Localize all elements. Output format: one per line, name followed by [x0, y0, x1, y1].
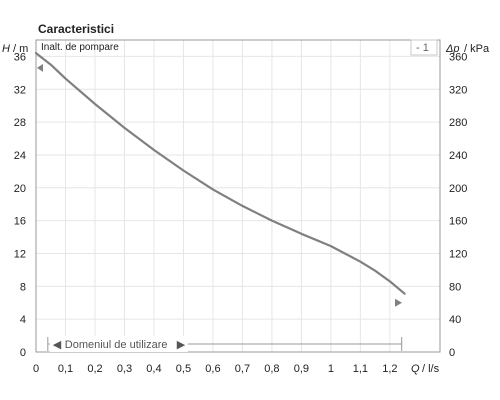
curve-markers: [37, 63, 402, 307]
left-axis-tick-label: 28: [14, 117, 26, 129]
bottom-axis-tick-label: 0,1: [58, 363, 73, 375]
curve-selector-label[interactable]: - 1: [416, 42, 429, 54]
bottom-axis-tick-label: 0,9: [294, 363, 309, 375]
left-axis-tick-label: 4: [20, 314, 26, 326]
right-axis-tick-label: 0: [449, 347, 455, 359]
right-marker-arrow: [395, 298, 402, 307]
grid-lines: [35, 40, 440, 353]
chart-title: Caracteristici: [38, 22, 114, 36]
right-axis-symbol: Δp: [445, 43, 460, 55]
bottom-axis-title: Q / l/s: [411, 363, 440, 375]
left-axis-unit: / m: [13, 43, 28, 55]
right-axis-tick-label: 120: [449, 248, 467, 260]
right-axis-tick-label: 240: [449, 150, 467, 162]
bottom-axis-tick-label: 0,3: [117, 363, 132, 375]
curve-selector-box[interactable]: [410, 39, 438, 56]
left-axis-tick-label: 20: [14, 183, 26, 195]
bottom-axis-tick-label: 0,8: [264, 363, 279, 375]
right-axis-unit: / kPa: [464, 43, 490, 55]
left-axis-tick-label: 12: [14, 248, 26, 260]
right-axis-tick-label: 80: [449, 281, 461, 293]
curve-line-1: [34, 51, 406, 295]
bottom-axis-tick-label: 1,2: [382, 363, 397, 375]
left-axis-tick-label: 32: [14, 84, 26, 96]
bottom-axis-tick-label: 1,1: [353, 363, 368, 375]
right-axis-tick-label: 280: [449, 117, 467, 129]
bottom-axis-unit: / l/s: [422, 363, 440, 375]
left-axis-ticks: 0 4 8 12 16 20 24 28 32 36: [14, 51, 26, 359]
left-axis-tick-label: 0: [20, 347, 26, 359]
left-axis-tick-label: 16: [14, 216, 26, 228]
bottom-axis-tick-label: 0,2: [87, 363, 102, 375]
right-axis-tick-label: 160: [449, 216, 467, 228]
bottom-axis-tick-label: 0,4: [146, 363, 161, 375]
curve-label: Inalt. de pompare: [41, 42, 119, 53]
bottom-axis-tick-label: 0,7: [235, 363, 250, 375]
operating-range-label: Domeniul de utilizare: [65, 339, 168, 351]
right-axis-title: Δp / kPa: [445, 43, 490, 55]
bottom-axis-tick-label: 1: [328, 363, 334, 375]
right-axis-tick-label: 360: [449, 51, 467, 63]
left-marker-arrow: [37, 63, 43, 72]
pump-curve: [34, 51, 406, 295]
operating-range-label-box: [49, 336, 188, 352]
left-axis-symbol: H: [2, 43, 10, 55]
operating-range: ◀ Domeniul de utilizare ▶: [47, 336, 403, 352]
curve-selector[interactable]: - 1: [410, 39, 438, 56]
left-axis-title: H / m: [2, 43, 28, 55]
right-axis-tick-label: 320: [449, 84, 467, 96]
right-axis-tick-label: 40: [449, 314, 461, 326]
left-axis-tick-label: 8: [20, 281, 26, 293]
bottom-axis-tick-label: 0,5: [176, 363, 191, 375]
bottom-axis-tick-label: 0,6: [205, 363, 220, 375]
bottom-axis-symbol: Q: [411, 363, 420, 375]
left-axis-tick-label: 36: [14, 51, 26, 63]
right-axis-tick-label: 200: [449, 183, 467, 195]
bottom-axis-ticks: 0 0,1 0,2 0,3 0,4 0,5 0,6 0,7 0,8 0,9 1 1,1 1,2: [33, 363, 398, 375]
plot-frame: [35, 39, 441, 353]
left-axis-tick-label: 24: [14, 150, 26, 162]
right-axis-ticks: 0 40 80 120 160 200 240 280 320 360: [449, 51, 467, 359]
operating-range-right-arrow: ▶: [177, 339, 186, 351]
operating-range-left-arrow: ◀: [53, 339, 62, 351]
bottom-axis-tick-label: 0: [33, 363, 39, 375]
